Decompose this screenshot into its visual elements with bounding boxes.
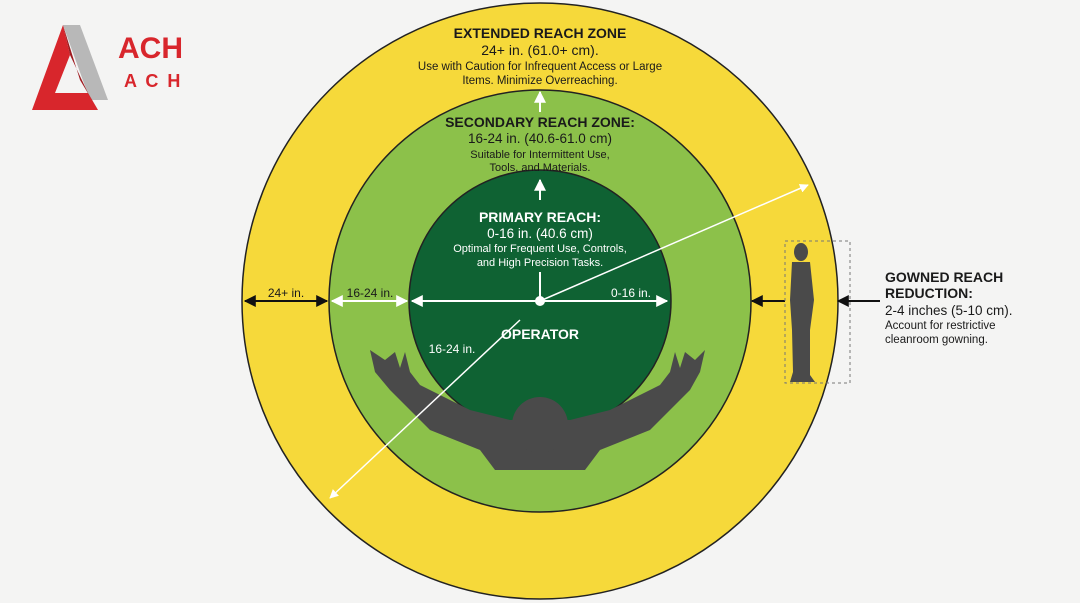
ach-logo: ACH A C H	[32, 25, 183, 110]
primary-dim-label: 0-16 in.	[611, 286, 651, 300]
primary-title: PRIMARY REACH:	[479, 209, 601, 225]
primary-desc-1: Optimal for Frequent Use, Controls,	[453, 243, 627, 255]
secondary-desc-1: Suitable for Intermittent Use,	[470, 149, 609, 161]
secondary-diag-label: 16-24 in.	[429, 342, 476, 356]
extended-title: EXTENDED REACH ZONE	[454, 25, 627, 41]
radius-arrow-sw	[329, 319, 521, 499]
primary-range: 0-16 in. (40.6 cm)	[487, 226, 593, 241]
radius-arrow-ne	[539, 184, 809, 302]
secondary-range: 16-24 in. (40.6-61.0 cm)	[468, 131, 612, 146]
standing-person-icon	[790, 243, 815, 382]
operator-label: OPERATOR	[501, 326, 579, 342]
extended-desc-2: Items. Minimize Overreaching.	[462, 75, 617, 87]
operator-silhouette	[370, 350, 705, 470]
center-point	[535, 296, 545, 306]
secondary-dim-label: 16-24 in.	[347, 286, 394, 300]
gowned-title-1: GOWNED REACH	[885, 269, 1003, 285]
gowned-desc-2: cleanroom gowning.	[885, 334, 988, 346]
secondary-title: SECONDARY REACH ZONE:	[445, 114, 635, 130]
logo-text-small: A C H	[124, 71, 182, 91]
gowned-reach-callout: GOWNED REACH REDUCTION: 2-4 inches (5-10…	[885, 269, 1013, 346]
primary-desc-2: and High Precision Tasks.	[477, 257, 603, 269]
gowned-desc-1: Account for restrictive	[885, 320, 996, 332]
gowned-figure-box	[784, 240, 851, 384]
gowned-range: 2-4 inches (5-10 cm).	[885, 303, 1013, 318]
extended-dim-label: 24+ in.	[268, 286, 304, 300]
logo-text-large: ACH	[118, 32, 183, 65]
gowned-title-2: REDUCTION:	[885, 285, 973, 301]
extended-range: 24+ in. (61.0+ cm).	[481, 42, 599, 58]
secondary-desc-2: Tools, and Materials.	[490, 162, 591, 174]
extended-desc-1: Use with Caution for Infrequent Access o…	[418, 61, 662, 73]
